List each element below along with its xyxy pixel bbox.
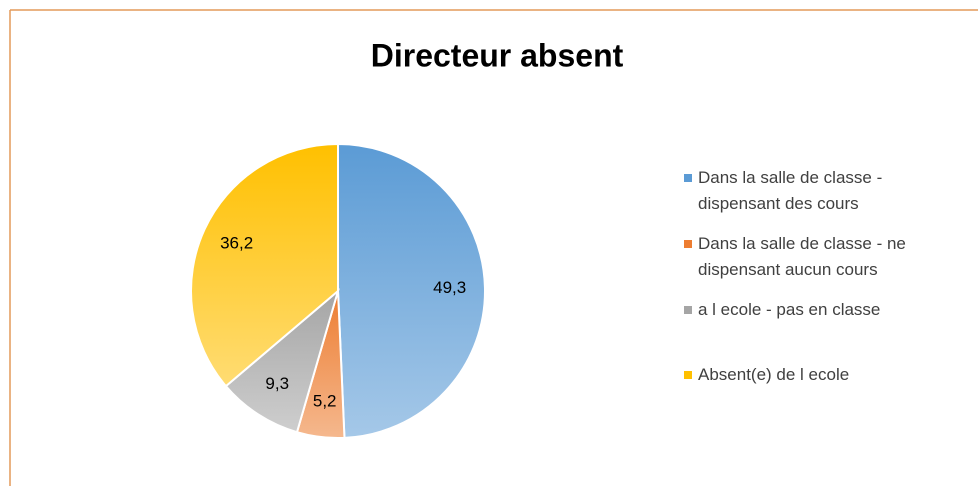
legend-swatch [684, 306, 692, 314]
data-label: 36,2 [220, 234, 253, 253]
pie-slice [190, 142, 339, 388]
pie-slice [337, 142, 486, 439]
legend-label: a l ecole - pas en classe [698, 300, 881, 319]
legend-label: Dans la salle de classe - dispensant des… [698, 168, 883, 213]
legend-swatch [684, 371, 692, 379]
legend-swatch [684, 174, 692, 182]
legend-swatch [684, 240, 692, 248]
data-label: 5,2 [313, 391, 337, 410]
data-label: 49,3 [433, 278, 466, 297]
chart-title: Directeur absent [371, 37, 624, 73]
pie-slice [224, 288, 340, 434]
legend-label: Dans la salle de classe - ne dispensant … [698, 234, 906, 279]
legend-label: Absent(e) de l ecole [698, 365, 850, 384]
data-label: 9,3 [265, 374, 289, 393]
